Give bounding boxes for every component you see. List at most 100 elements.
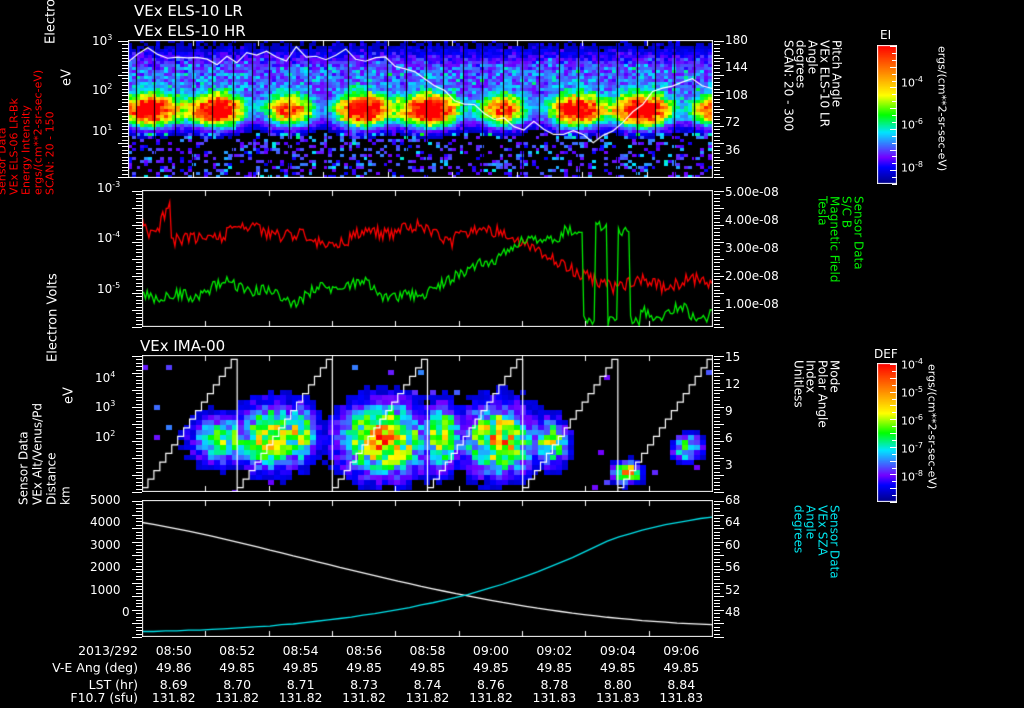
panel3-right-tick-0: 15 <box>725 350 741 364</box>
panel1-right-minor-tick <box>714 71 720 73</box>
panel1-title-lr: VEx ELS-10 LR <box>134 2 243 20</box>
panel1-right-minor-tick <box>714 126 724 127</box>
panel1-left-minor-tick <box>118 75 128 76</box>
colorbar2-minor-tick <box>892 481 897 483</box>
panel3-left-minor-tick <box>136 386 142 388</box>
panel1-right-minor-tick <box>714 170 720 172</box>
panel2-right-minor-tick <box>714 293 724 294</box>
panel3-left-minor-tick <box>132 458 142 459</box>
panel2-left-minor-tick <box>136 299 142 301</box>
colorbar2-minor-tick <box>892 467 897 469</box>
colorbar1-minor-tick <box>892 52 897 54</box>
footer-cell-r1-c1: 49.85 <box>219 660 256 675</box>
panel4-left-minor-tick <box>132 623 142 625</box>
colorbar1-minor-tick <box>892 115 897 116</box>
panel3-right-minor-tick <box>714 475 724 476</box>
panel1-left-minor-tick <box>122 51 128 53</box>
panel3-right-minor-tick <box>714 437 720 439</box>
panel1-right-minor-tick <box>714 115 720 117</box>
panel3-left-minor-tick <box>136 359 142 361</box>
panel3-right-tick-1: 12 <box>725 377 741 391</box>
panel1-right-minor-tick <box>714 177 724 178</box>
panel1-left-minor-tick <box>122 95 128 97</box>
panel2-right-minor-tick <box>714 327 724 328</box>
panel1-left-minor-tick <box>122 129 128 131</box>
panel1-left-minor-tick <box>122 115 128 117</box>
panel2-left-label-line-3: ergs/(cm**2-sr-sec-eV) <box>31 69 45 195</box>
colorbar2-minor-tick <box>890 446 897 448</box>
panel4-left-minor-tick <box>132 541 142 543</box>
panel2-left-minor-tick <box>136 269 142 271</box>
panel2-right-minor-tick <box>714 255 720 257</box>
colorbar2-minor-tick <box>890 488 897 490</box>
panel2-left-minor-tick <box>136 262 142 264</box>
panel3-left-minor-tick <box>136 369 142 371</box>
panel2-right-minor-tick <box>714 231 720 233</box>
panel3-left-minor-tick <box>136 468 142 470</box>
panel3-right-minor-tick <box>714 444 720 446</box>
panel4-left-minor-tick <box>136 620 142 621</box>
panel4-left-minor-tick <box>136 603 142 604</box>
panel2-right-minor-tick <box>714 252 720 254</box>
colorbar1-minor-tick <box>892 142 897 144</box>
panel3-left-minor-tick <box>136 410 142 412</box>
panel2-left-label-line-2: Energy Intensity <box>19 105 33 195</box>
panel4-left-minor-tick <box>136 575 142 577</box>
panel1-right-label-line-2: Angle <box>805 40 820 75</box>
footer-cell-r0-c3: 08:56 <box>346 643 383 658</box>
panel1-left-minor-tick <box>122 132 128 134</box>
panel4-right-minor-tick <box>714 633 720 635</box>
colorbar1-minor-tick <box>890 128 897 130</box>
panel1-left-minor-tick <box>122 126 128 127</box>
panel4-left-minor-tick <box>136 579 142 581</box>
colorbar1-minor-tick <box>890 87 897 89</box>
colorbar1-minor-tick <box>892 59 897 61</box>
panel1-right-minor-tick <box>714 149 720 151</box>
panel4-left-minor-tick <box>136 565 142 567</box>
colorbar2-tick-3: 10-7 <box>901 441 923 456</box>
footer-cell-r1-c4: 49.85 <box>409 660 446 675</box>
colorbar2-minor-tick <box>890 419 897 421</box>
panel3-right-minor-tick <box>714 464 720 466</box>
panel1-left-minor-tick <box>118 177 128 178</box>
panel4-left-minor-tick <box>136 552 142 553</box>
panel3-right-minor-tick <box>714 461 720 463</box>
panel3-right-minor-tick <box>714 485 720 487</box>
panel1-right-minor-tick <box>714 58 724 59</box>
panel3-left-minor-tick <box>136 481 142 483</box>
footer-cell-r0-c5: 09:00 <box>472 643 509 658</box>
panel2-left-minor-tick <box>136 320 142 322</box>
panel2-left-minor-tick <box>132 276 142 277</box>
panel3-right-minor-tick <box>714 451 720 453</box>
panel2-right-minor-tick <box>714 313 720 315</box>
footer-cell-r0-c0: 08:50 <box>155 643 192 658</box>
panel2-left-minor-tick <box>136 221 142 223</box>
panel4-right-minor-tick <box>714 609 724 611</box>
panel3-right-minor-tick <box>714 396 720 398</box>
footer-cell-r0-c6: 09:02 <box>536 643 573 658</box>
panel1-left-minor-tick <box>122 156 128 158</box>
panel3-right-minor-tick <box>714 447 720 449</box>
panel3-right-minor-tick <box>714 393 720 395</box>
panel3-right-minor-tick <box>714 478 720 480</box>
panel4-left-minor-tick <box>132 501 142 502</box>
panel1-left-minor-tick <box>122 88 128 90</box>
panel4-left-minor-tick <box>136 511 142 513</box>
colorbar1-minor-tick <box>890 170 897 172</box>
panel4-right-minor-tick <box>714 596 724 598</box>
panel1-right-minor-tick <box>714 78 720 80</box>
panel3-left-minor-tick <box>136 437 142 439</box>
panel4-right-label-line-3: degrees <box>791 505 806 554</box>
panel2-left-label-line-1: VEx ELS-06 LR-Bk <box>7 98 21 195</box>
panel3-left-minor-tick <box>136 400 142 402</box>
panel2-right-label-line-2: Magnetic Field <box>827 196 842 283</box>
panel3-right-label-line-2: Index <box>803 360 818 394</box>
panel3-left-minor-tick <box>136 461 142 463</box>
panel4-left-minor-tick <box>132 528 142 530</box>
panel3-right-minor-tick <box>714 488 720 490</box>
panel4-right-minor-tick <box>714 528 724 530</box>
colorbar2-minor-tick <box>890 364 897 365</box>
panel1-left-minor-tick <box>118 143 128 144</box>
panel1-right-tick-4: 36 <box>725 143 741 157</box>
panel4-left-minor-tick <box>136 548 142 550</box>
